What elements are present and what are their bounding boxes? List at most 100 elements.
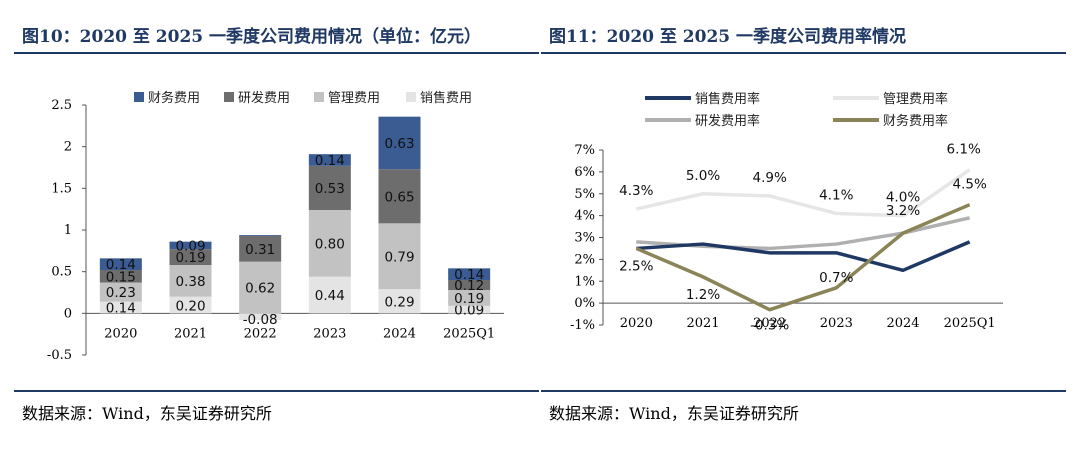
- series-line: [635, 203, 971, 312]
- bar-segment: [378, 169, 421, 224]
- line-data-label: 4.5%: [953, 177, 987, 193]
- bar-segment: [378, 223, 421, 290]
- bar-data-label: 0.09: [175, 238, 205, 254]
- bar-segment: [169, 249, 212, 265]
- legend-label: 管理费用: [328, 91, 380, 106]
- bar-segment: [99, 282, 142, 302]
- legend-swatch: [406, 92, 416, 102]
- bar-data-label: 0.20: [175, 298, 205, 314]
- y-tick-label: -1%: [570, 318, 595, 333]
- y-tick-label: -0.5: [47, 348, 72, 363]
- bar-segment: [448, 290, 491, 306]
- bar-segment: [378, 289, 421, 314]
- bar-data-label: 0.63: [384, 136, 414, 152]
- left-bottom-rule: [14, 390, 539, 392]
- line-data-label: 1.2%: [686, 287, 720, 303]
- right-figure-panel: 图11：2020 至 2025 一季度公司费用率情况 -1% 0% 1% 2% 3% 4%…: [541, 0, 1066, 452]
- bar-data-label: 0.14: [315, 153, 345, 169]
- bar-segment: [378, 116, 421, 170]
- left-title-rule: [14, 52, 539, 54]
- bar-segment: [308, 154, 351, 166]
- bar-segment: [99, 258, 142, 270]
- bar-segment: [308, 165, 351, 210]
- y-tick-label: 1: [64, 223, 72, 238]
- legend-label: 研发费用率: [695, 113, 760, 129]
- legend-label: 财务费用率: [883, 113, 948, 129]
- line-data-label: 3.2%: [886, 203, 920, 219]
- bar-data-label: 0.14: [454, 267, 484, 283]
- line-data-label: 4.0%: [886, 190, 920, 206]
- series-line: [635, 168, 971, 218]
- bar-data-label: 0.12: [454, 278, 484, 294]
- bar-data-label: 0.62: [245, 281, 275, 297]
- right-line-chart: -1% 0% 1% 2% 3% 4% 5% 6% 7% 2020 2021 2022 2023 2024 2…: [570, 91, 1003, 334]
- x-tick-label: 2021: [174, 326, 207, 341]
- right-title-rule: [541, 52, 1066, 54]
- legend-label: 管理费用率: [883, 91, 948, 107]
- y-tick-label: 0: [64, 306, 72, 321]
- bar-segment: [239, 313, 282, 320]
- bar-segment: [99, 301, 142, 314]
- line-data-label: 0.7%: [819, 270, 853, 286]
- bar-segment: [169, 296, 212, 314]
- right-source-note: 数据来源：Wind，东吴证券研究所: [549, 404, 799, 423]
- line-data-label: 6.1%: [947, 142, 981, 158]
- left-bar-chart: -0.500.511.522.50.140.230.150.1420200.20…: [47, 90, 504, 363]
- bar-data-label: 0.09: [454, 303, 484, 319]
- legend-swatch: [314, 92, 324, 102]
- bar-segment: [308, 210, 351, 277]
- right-figure-title: 图11：2020 至 2025 一季度公司费用率情况: [549, 27, 907, 47]
- bar-data-label: -0.08: [243, 312, 278, 328]
- bar-segment: [448, 280, 491, 290]
- y-tick-label: 2.5: [51, 98, 72, 113]
- y-tick-label: 5%: [574, 187, 595, 202]
- y-tick-label: 0%: [574, 296, 595, 311]
- bar-data-label: 0.19: [175, 250, 205, 266]
- x-tick-label: 2020: [104, 326, 137, 341]
- y-tick-label: 2%: [574, 252, 595, 267]
- line-data-label: -0.3%: [750, 318, 789, 334]
- y-tick-label: 2: [64, 140, 72, 155]
- left-figure-title: 图10：2020 至 2025 一季度公司费用情况（单位：亿元）: [22, 27, 482, 47]
- bar-segment: [239, 235, 282, 236]
- y-tick-label: 0.5: [51, 265, 72, 280]
- x-tick-label: 2020: [620, 316, 653, 331]
- left-source-note: 数据来源：Wind，东吴证券研究所: [22, 404, 272, 423]
- bar-data-label: 0.29: [384, 294, 414, 310]
- bar-data-label: 0.80: [315, 236, 345, 252]
- legend-label: 销售费用率: [695, 91, 760, 107]
- bar-data-label: 0.53: [315, 181, 345, 197]
- x-tick-label: 2023: [313, 326, 346, 341]
- bar-data-label: 0.44: [315, 288, 345, 304]
- x-tick-label: 2022: [753, 316, 786, 331]
- bar-segment: [448, 305, 491, 314]
- bar-data-label: 0.14: [106, 300, 136, 316]
- x-tick-label: 2024: [886, 316, 919, 331]
- bar-segment: [239, 261, 282, 314]
- y-tick-label: 3%: [574, 231, 595, 246]
- bar-data-label: 0.79: [384, 249, 414, 265]
- bar-segment: [169, 265, 212, 297]
- series-line: [636, 240, 971, 273]
- bar-data-label: 0.38: [175, 274, 205, 290]
- bar-data-label: 0.23: [106, 285, 136, 301]
- line-data-label: 4.3%: [619, 183, 653, 199]
- x-tick-label: 2022: [244, 326, 277, 341]
- line-data-label: 4.1%: [819, 187, 853, 203]
- bar-segment: [169, 241, 212, 250]
- left-figure-panel: 图10：2020 至 2025 一季度公司费用情况（单位：亿元） -0.5 0 0.…: [14, 0, 539, 452]
- bar-data-label: 0.15: [106, 269, 136, 285]
- x-tick-label: 2023: [820, 316, 853, 331]
- legend-label: 财务费用: [148, 90, 200, 106]
- legend-label: 销售费用: [420, 90, 472, 106]
- bar-data-label: 0.65: [384, 189, 414, 205]
- bar-data-label: 0.14: [106, 257, 136, 273]
- bar-segment: [448, 268, 491, 280]
- legend-label: 研发费用: [238, 90, 290, 106]
- bar-data-label: 0.19: [454, 291, 484, 307]
- legend-swatch: [224, 92, 234, 102]
- bar-segment: [239, 235, 282, 262]
- bar-data-label: 0.31: [245, 242, 275, 258]
- y-tick-label: 4%: [574, 209, 595, 224]
- x-tick-label: 2024: [383, 326, 416, 341]
